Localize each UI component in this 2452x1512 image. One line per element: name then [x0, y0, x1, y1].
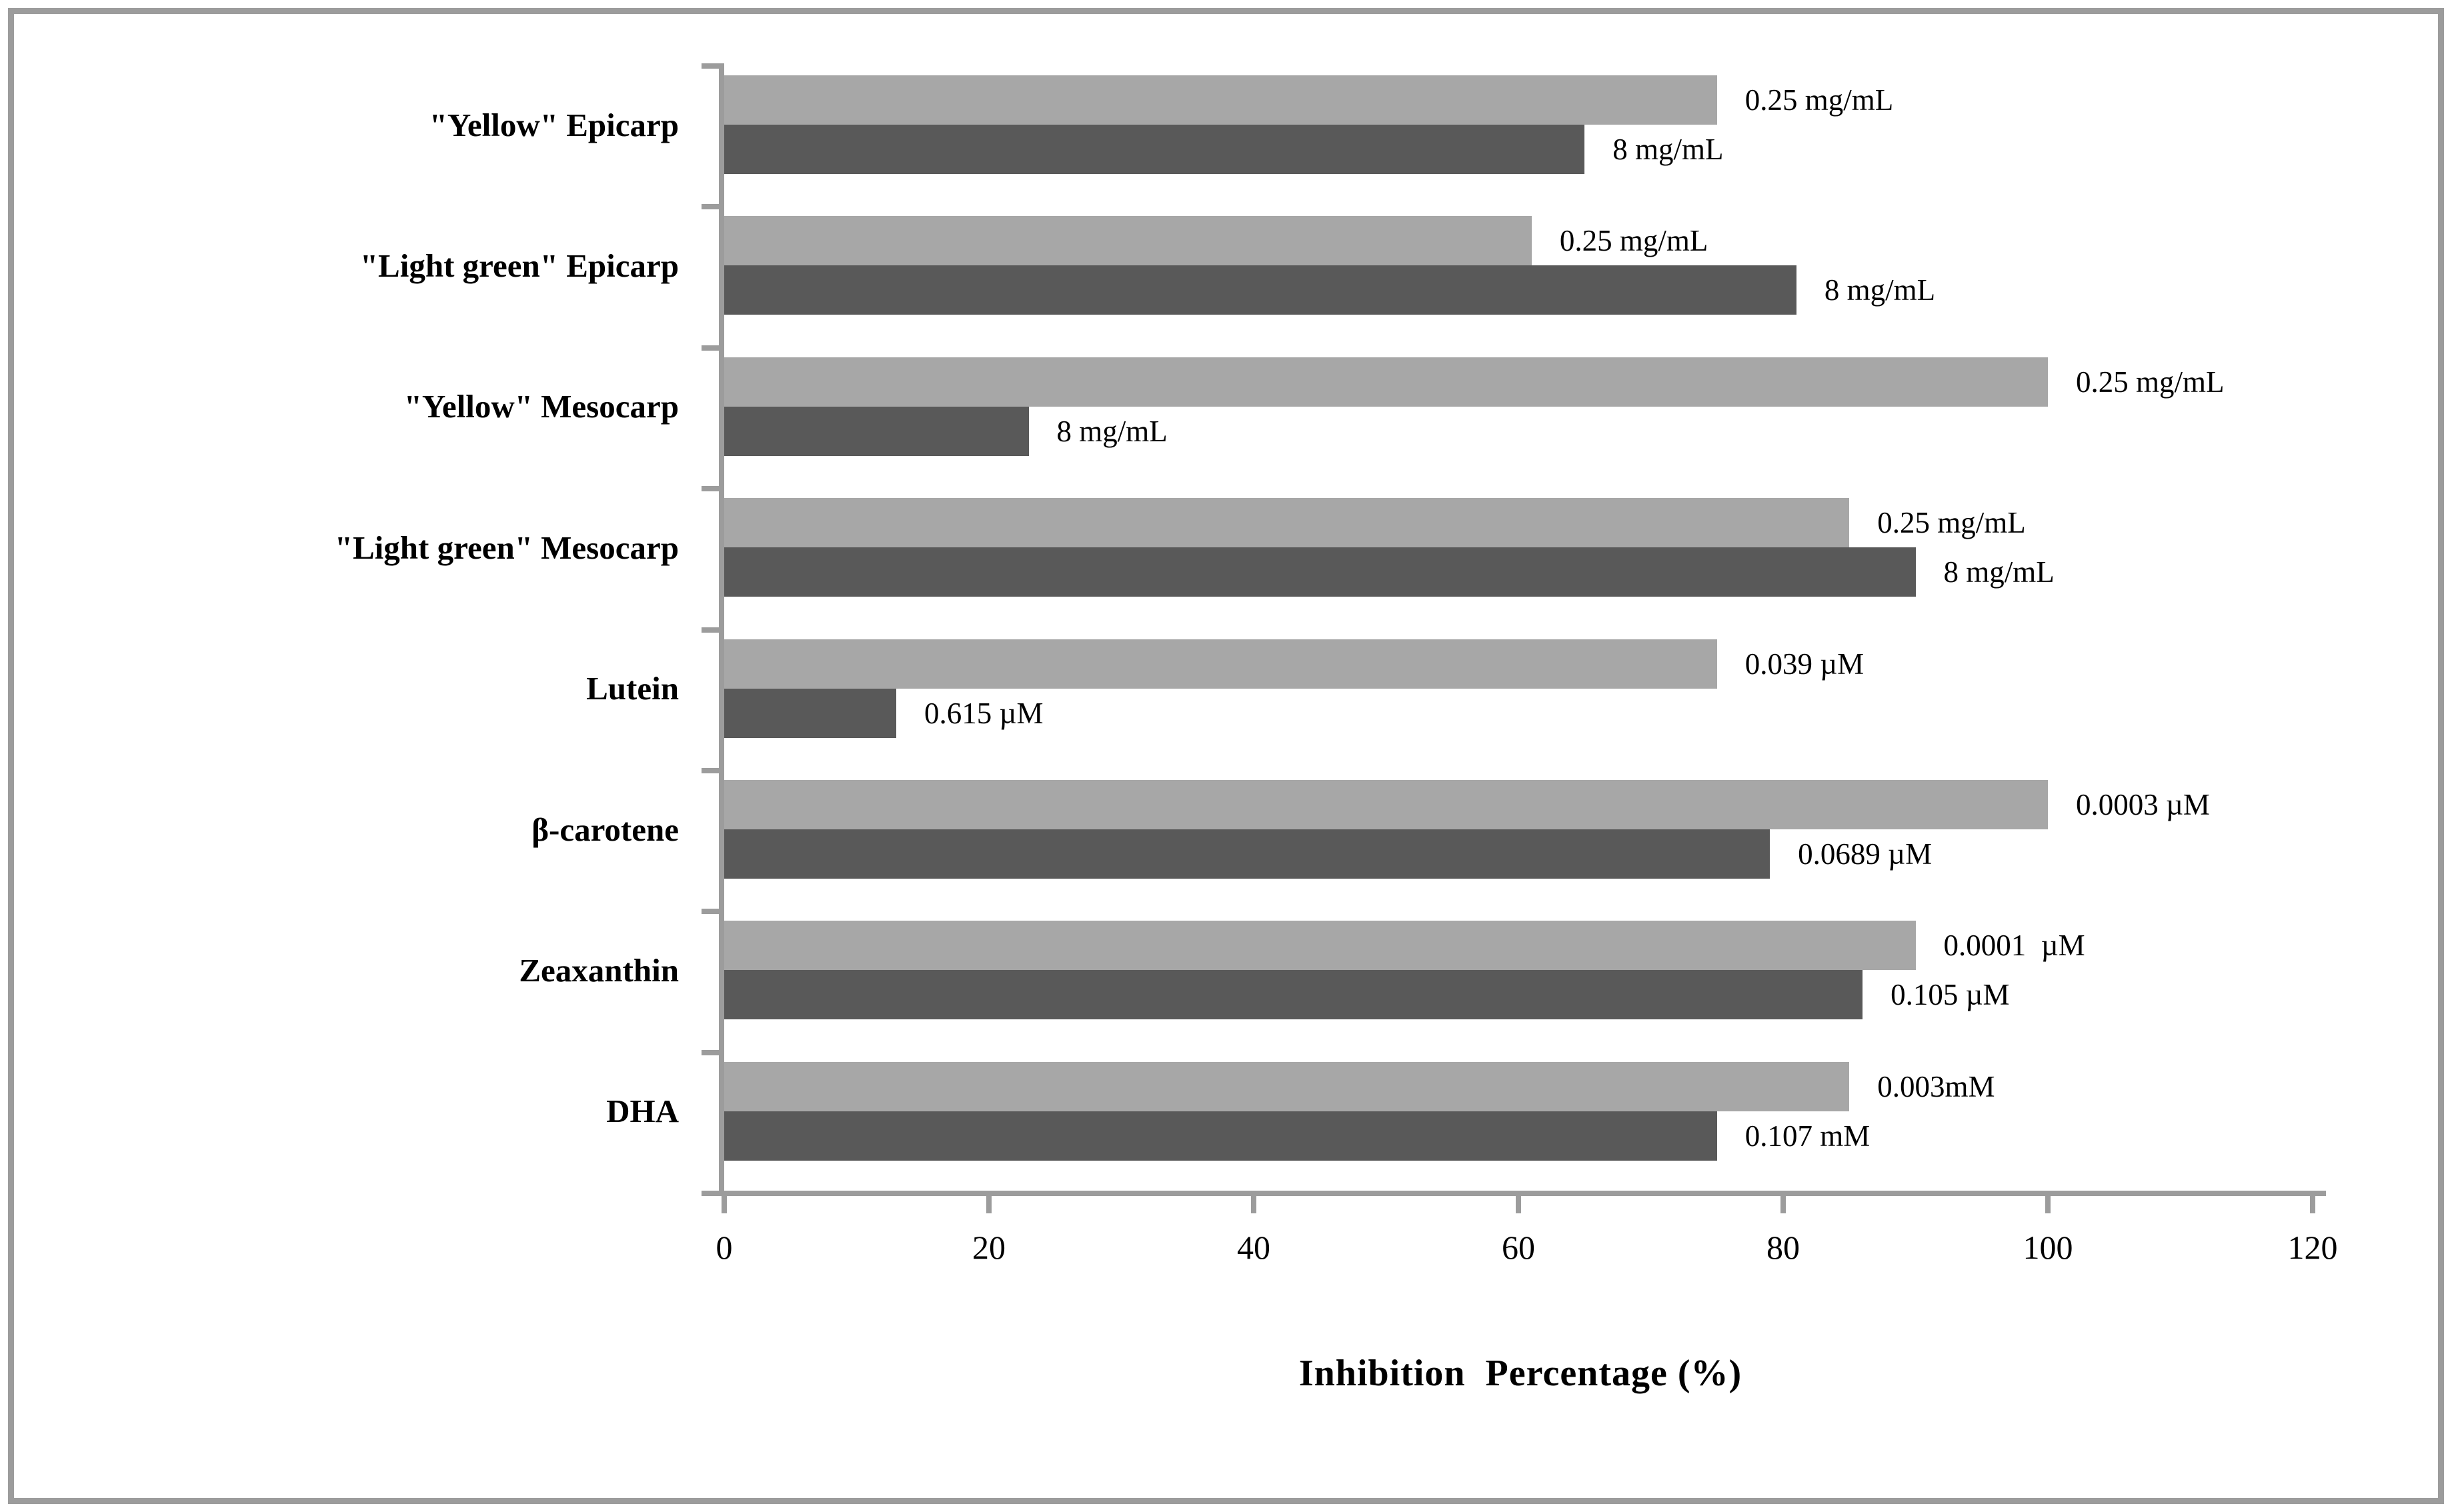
- bar-dark: 0.107 mM: [724, 1111, 1870, 1161]
- y-axis-tick: [702, 627, 719, 633]
- bar-value-label: 8 mg/mL: [1056, 414, 1168, 448]
- bar-value-label: 0.25 mg/mL: [2076, 365, 2225, 399]
- bar-dark: 0.105 µM: [724, 970, 2010, 1020]
- bar-light: 0.003mM: [724, 1061, 1995, 1111]
- x-axis-tick: [1780, 1196, 1786, 1213]
- bar-value-label: 0.25 mg/mL: [1877, 506, 2026, 540]
- bar-value-label: 8 mg/mL: [1943, 555, 2055, 589]
- bar-value-label: 0.039 µM: [1744, 647, 1865, 681]
- x-axis-tick: [2045, 1196, 2051, 1213]
- category-label: "Light green" Mesocarp: [334, 529, 679, 566]
- bar-value-label: 8 mg/mL: [1824, 273, 1936, 307]
- bar-value-label: 0.107 mM: [1744, 1119, 1871, 1153]
- x-tick-label: 40: [1237, 1229, 1270, 1266]
- category-label: Lutein: [586, 670, 679, 707]
- bar-value-label: 0.25 mg/mL: [1744, 83, 1894, 117]
- bar-light: 0.25 mg/mL: [724, 216, 1708, 266]
- y-axis-tick: [702, 1049, 719, 1055]
- category-label: Zeaxanthin: [519, 951, 679, 989]
- bar-dark: 0.0689 µM: [724, 829, 1932, 879]
- category-label: "Yellow" Mesocarp: [403, 388, 679, 425]
- x-tick-label: 80: [1766, 1229, 1800, 1266]
- bar-light: 0.039 µM: [724, 639, 1864, 689]
- bar-light: 0.0003 µM: [724, 780, 2210, 829]
- bar-dark: 0.615 µM: [724, 688, 1044, 738]
- bar-value-label: 0.25 mg/mL: [1559, 224, 1708, 258]
- y-axis-tick: [702, 486, 719, 492]
- bar-value-label: 0.003mM: [1877, 1069, 1995, 1103]
- bar-light: 0.25 mg/mL: [724, 75, 1893, 125]
- bar-value-label: 0.0003 µM: [2076, 788, 2210, 821]
- bar-dark: 8 mg/mL: [724, 406, 1168, 456]
- category-label: β-carotene: [531, 811, 679, 848]
- x-axis-tick: [722, 1196, 727, 1213]
- bar-light: 0.25 mg/mL: [724, 357, 2225, 407]
- bar-dark: 8 mg/mL: [724, 547, 2055, 597]
- bar-value-label: 0.0689 µM: [1798, 837, 1933, 871]
- y-axis-tick: [702, 768, 719, 773]
- y-axis-tick: [702, 1191, 719, 1196]
- bar-value-label: 8 mg/mL: [1612, 133, 1724, 166]
- bar-dark: 8 mg/mL: [724, 125, 1724, 174]
- bar-value-label: 0.0001 µM: [1943, 929, 2085, 963]
- y-axis-tick: [702, 909, 719, 915]
- x-tick-label: 0: [716, 1229, 733, 1266]
- x-tick-label: 100: [2023, 1229, 2073, 1266]
- x-axis-tick: [1251, 1196, 1256, 1213]
- bar-value-label: 0.105 µM: [1891, 978, 2010, 1012]
- x-tick-label: 20: [972, 1229, 1006, 1266]
- x-axis-tick: [2310, 1196, 2315, 1213]
- category-label: DHA: [606, 1093, 679, 1130]
- bar-value-label: 0.615 µM: [924, 696, 1044, 730]
- category-label: "Light green" Epicarp: [359, 247, 679, 284]
- bar-light: 0.25 mg/mL: [724, 498, 2026, 548]
- y-axis-line: [719, 63, 724, 1196]
- bar-light: 0.0001 µM: [724, 921, 2085, 971]
- x-axis-tick: [1516, 1196, 1521, 1213]
- category-label: "Yellow" Epicarp: [429, 106, 679, 143]
- y-axis-tick: [702, 345, 719, 351]
- x-axis-tick: [986, 1196, 992, 1213]
- x-tick-label: 60: [1502, 1229, 1535, 1266]
- bar-dark: 8 mg/mL: [724, 265, 1935, 315]
- y-axis-tick: [702, 63, 719, 69]
- x-axis-title: Inhibition Percentage (%): [1298, 1353, 1742, 1394]
- x-axis-line: [706, 1191, 2326, 1196]
- x-tick-label: 120: [2287, 1229, 2338, 1266]
- y-axis-tick: [702, 204, 719, 210]
